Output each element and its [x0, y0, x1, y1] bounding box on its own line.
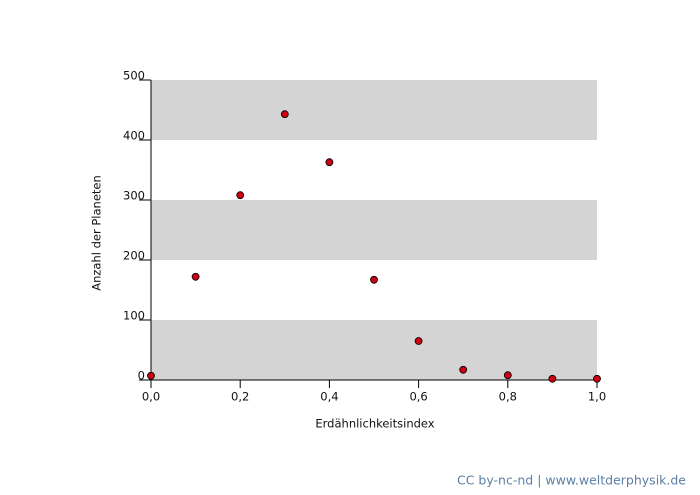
point	[325, 158, 334, 167]
x-tick-label: 0,2	[231, 390, 249, 404]
point	[147, 371, 155, 380]
y-tick-label: 500	[123, 69, 145, 83]
point	[236, 191, 245, 200]
x-tick-label: 0,8	[499, 390, 517, 404]
x-tick-label: 0,0	[142, 390, 160, 404]
grid-band	[151, 320, 597, 380]
grid-band	[151, 200, 597, 260]
y-axis-label: Anzahl der Planeten	[90, 175, 104, 291]
y-tick-label: 0	[138, 369, 145, 383]
point	[503, 371, 512, 380]
y-tick-label: 400	[123, 129, 145, 143]
x-tick-label: 0,4	[320, 390, 338, 404]
x-axis-label: Erdähnlichkeitsindex	[315, 417, 434, 431]
credit: CC by-nc-nd | www.weltderphysik.de	[457, 473, 686, 488]
point	[593, 374, 601, 383]
y-tick-label: 300	[123, 189, 145, 203]
point	[414, 337, 423, 345]
x-tick-label: 1,0	[588, 390, 606, 404]
point	[548, 374, 557, 383]
point	[459, 365, 468, 374]
point	[280, 110, 289, 119]
point	[191, 272, 200, 281]
y-tick-label: 100	[123, 309, 145, 323]
point	[370, 275, 378, 284]
grid-band	[151, 80, 597, 140]
y-tick-label: 200	[123, 249, 145, 263]
x-tick-label: 0,6	[409, 390, 427, 404]
